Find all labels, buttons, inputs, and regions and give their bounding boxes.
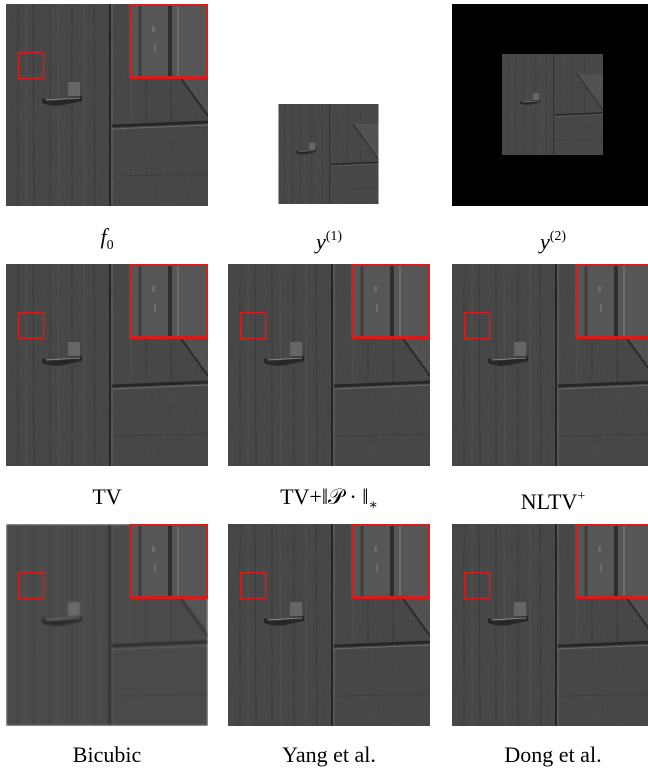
caption-tv: TV <box>92 484 122 509</box>
panel-y1-image <box>278 104 379 204</box>
panel-tv-nuclear-image <box>228 264 430 466</box>
caption-tv-nuclear: TV+‖𝒫 · ‖∗ <box>280 484 378 513</box>
panel-tv-image <box>6 264 208 466</box>
caption-bicubic: Bicubic <box>72 742 142 767</box>
panel-bicubic-image <box>6 524 208 726</box>
panel-nltv-image <box>452 264 648 466</box>
caption-yang: Yang et al. <box>282 742 376 767</box>
panel-dong-image <box>452 524 648 726</box>
panel-y2-image <box>452 4 648 206</box>
caption-y2: y(2) <box>539 229 567 254</box>
caption-f0: f0 <box>100 224 114 253</box>
caption-nltv: NLTV+ <box>520 489 586 514</box>
panel-yang-image <box>228 524 430 726</box>
panel-f0-image <box>6 4 208 206</box>
caption-y1: y(1) <box>315 229 343 254</box>
caption-dong: Dong et al. <box>504 742 602 767</box>
